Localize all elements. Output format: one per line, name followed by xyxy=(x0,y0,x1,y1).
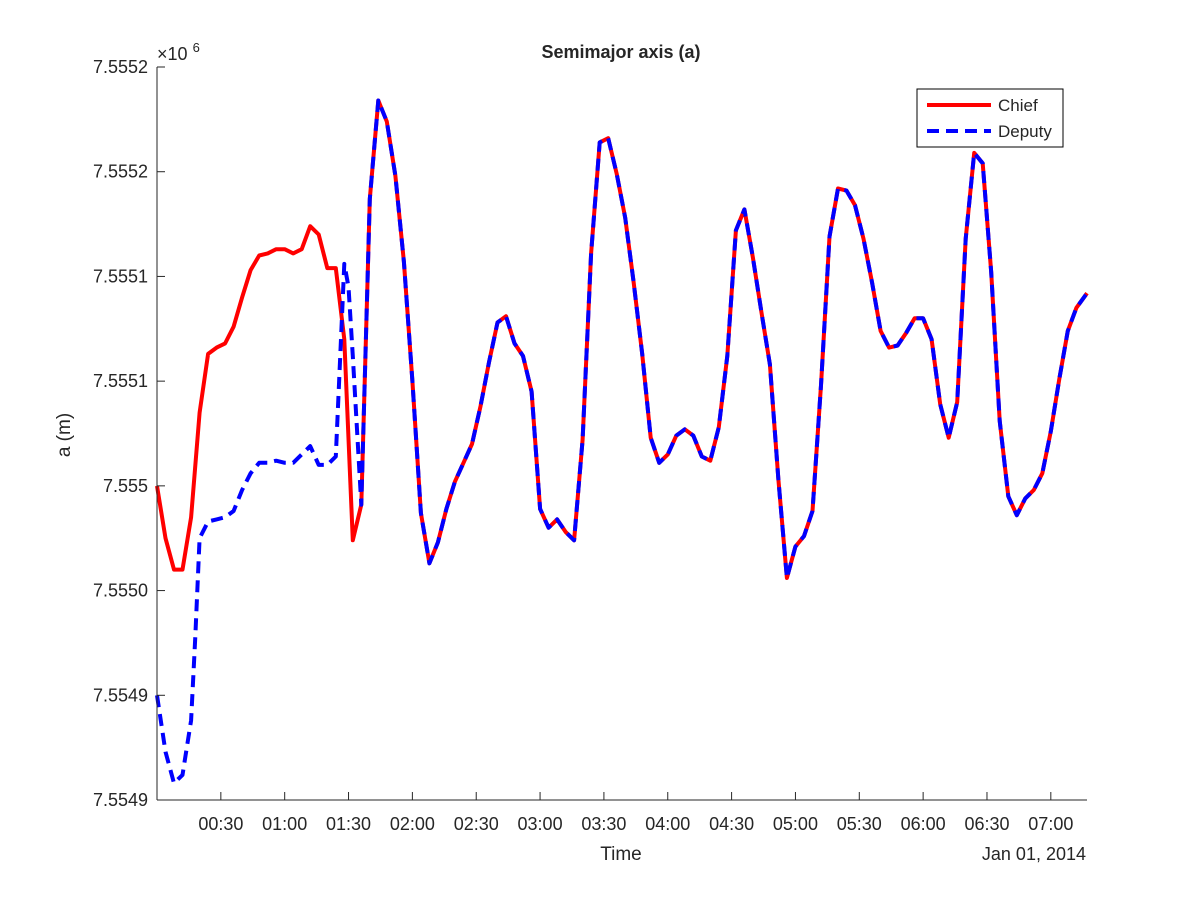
x-tick-label: 02:30 xyxy=(454,814,499,834)
x-tick-label: 03:30 xyxy=(581,814,626,834)
chart-title: Semimajor axis (a) xyxy=(541,42,700,62)
y-tick-label: 7.5552 xyxy=(93,162,148,182)
x-tick-label: 04:30 xyxy=(709,814,754,834)
y-tick-label: 7.5550 xyxy=(93,581,148,601)
x-axis-label: Time xyxy=(600,844,642,865)
x-tick-label: 00:30 xyxy=(198,814,243,834)
x-tick-label: 06:00 xyxy=(901,814,946,834)
plot-area xyxy=(157,67,1087,800)
x-tick-label: 04:00 xyxy=(645,814,690,834)
y-exponent-label: ×10 6 xyxy=(157,40,200,64)
x-axis-date-label: Jan 01, 2014 xyxy=(982,844,1086,864)
y-tick-label: 7.5549 xyxy=(93,790,148,810)
y-tick-label: 7.5551 xyxy=(93,371,148,391)
series-layer xyxy=(155,98,1089,786)
y-exponent-power: 6 xyxy=(193,40,200,55)
x-tick-label: 03:00 xyxy=(518,814,563,834)
y-tick-label: 7.5552 xyxy=(93,57,148,77)
x-tick-label: 05:30 xyxy=(837,814,882,834)
y-axis-label: a (m) xyxy=(54,413,75,457)
x-tick-label: 05:00 xyxy=(773,814,818,834)
x-tick-label: 02:00 xyxy=(390,814,435,834)
y-tick-label: 7.5549 xyxy=(93,685,148,705)
legend-box xyxy=(916,88,1064,148)
x-tick-label: 07:00 xyxy=(1028,814,1073,834)
legend-label-chief: Chief xyxy=(998,96,1038,115)
x-tick-label: 06:30 xyxy=(964,814,1009,834)
y-tick-label: 7.5551 xyxy=(93,266,148,286)
y-exponent-base: ×10 xyxy=(157,44,188,64)
plot-background xyxy=(157,67,1087,800)
legend: Chief Deputy xyxy=(916,88,1064,148)
axes-layer: 00:30 01:00 01:30 02:00 02:30 03:00 03:30 04:00… xyxy=(93,57,1087,834)
y-tick-label: 7.555 xyxy=(103,476,148,496)
legend-label-deputy: Deputy xyxy=(998,122,1052,141)
x-tick-label: 01:00 xyxy=(262,814,307,834)
x-tick-label: 01:30 xyxy=(326,814,371,834)
